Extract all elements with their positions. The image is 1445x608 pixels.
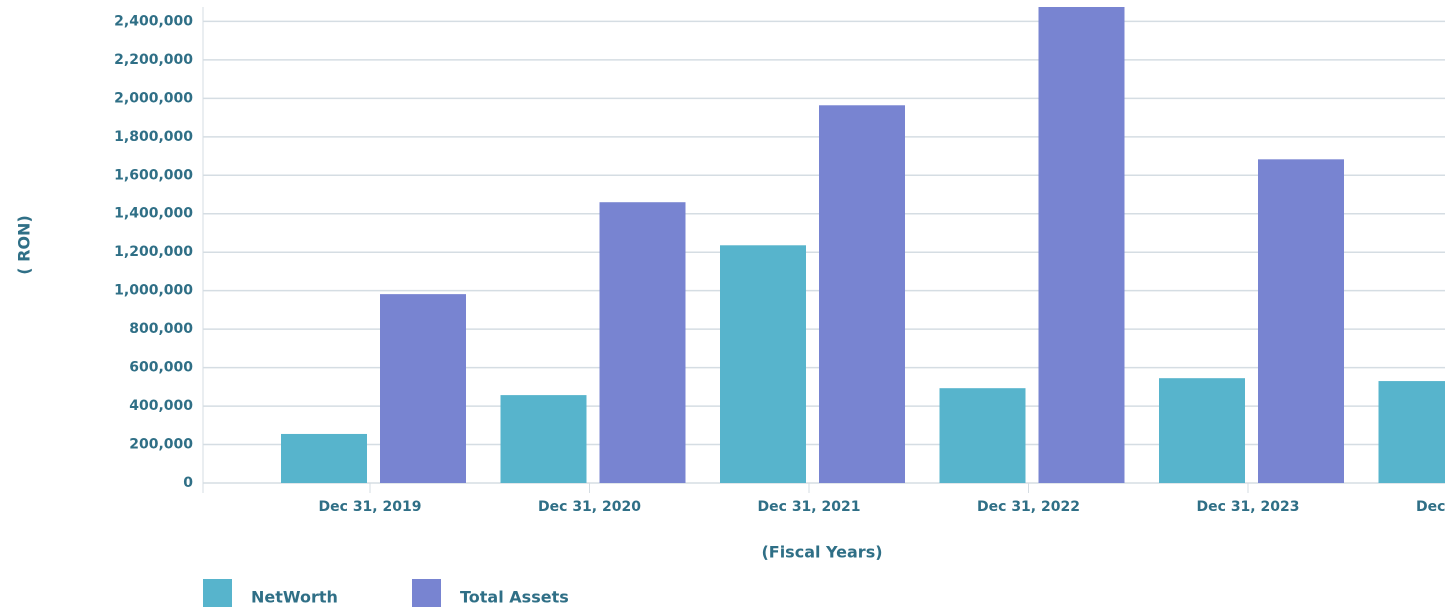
bar (1038, 7, 1125, 483)
y-tick-label: 2,400,000 (114, 13, 193, 29)
x-axis-title: (Fiscal Years) (761, 543, 882, 562)
y-tick-label: 600,000 (129, 360, 193, 376)
bar (939, 388, 1026, 483)
bar (380, 294, 466, 483)
y-tick-label: 400,000 (129, 398, 193, 414)
bar (599, 202, 686, 484)
y-tick-label: 1,000,000 (114, 283, 193, 299)
y-axis-title: ( RON) (15, 215, 34, 275)
y-tick-label: 0 (183, 475, 193, 491)
bar (1159, 378, 1245, 483)
bar (720, 245, 806, 483)
y-tick-label: 800,000 (129, 321, 193, 337)
bar (1258, 159, 1344, 483)
bar (819, 105, 905, 484)
x-tick-label: Dec 31, 2023 (1197, 499, 1300, 515)
legend-label: Total Assets (460, 588, 569, 607)
x-tick-label: Dec 31, 2019 (319, 499, 422, 515)
y-tick-label: 2,200,000 (114, 52, 193, 68)
legend-swatch (412, 579, 441, 607)
x-tick-label: Dec 31, 2021 (758, 499, 861, 515)
y-tick-label: 1,800,000 (114, 129, 193, 145)
y-tick-label: 1,200,000 (114, 244, 193, 260)
bar (500, 395, 587, 483)
legend-label: NetWorth (251, 588, 338, 607)
y-tick-label: 1,600,000 (114, 167, 193, 183)
legend-swatch (203, 579, 232, 607)
y-tick-label: 200,000 (129, 437, 193, 453)
x-tick-label: Dec 31, 2024 (1416, 499, 1445, 515)
bar (281, 433, 367, 483)
x-tick-label: Dec 31, 2022 (977, 499, 1080, 515)
y-tick-label: 2,000,000 (114, 90, 193, 106)
x-tick-label: Dec 31, 2020 (538, 499, 641, 515)
y-tick-label: 1,400,000 (114, 206, 193, 222)
bar (1378, 381, 1445, 483)
